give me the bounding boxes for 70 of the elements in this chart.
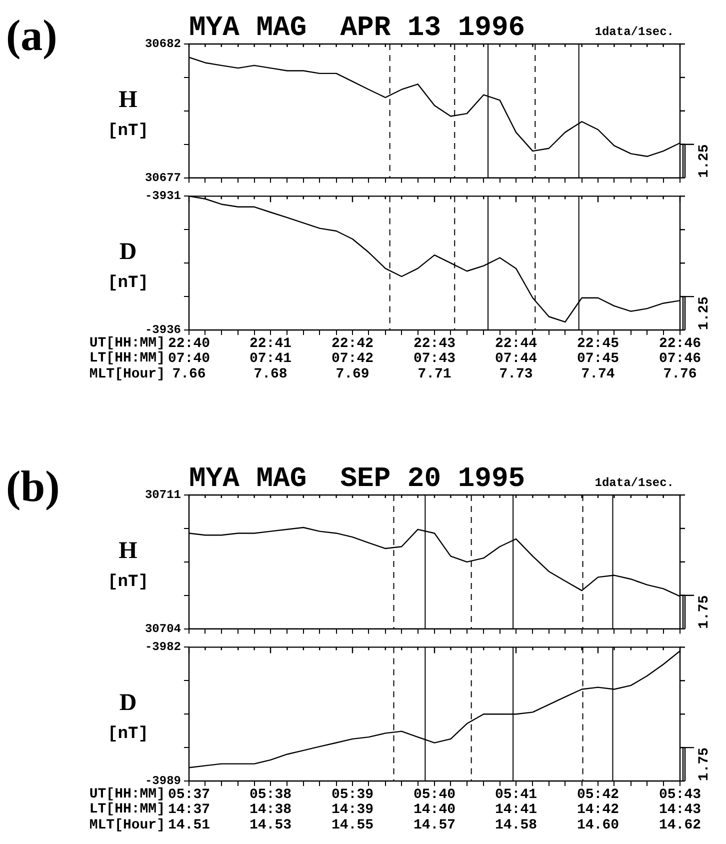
x-tick-label: 05:39 xyxy=(331,787,374,804)
text: (b) xyxy=(6,462,60,511)
text: 7.68 xyxy=(254,366,288,383)
x2-tick-label: 07:44 xyxy=(495,351,538,368)
chart-subtitle: 1data/1sec. xyxy=(594,25,674,39)
x2-tick-label: 14:37 xyxy=(168,802,210,818)
text: 14.62 xyxy=(658,818,702,834)
x2-tick-label: 14:39 xyxy=(331,802,374,818)
x2-tick-label: 07:46 xyxy=(658,351,702,368)
y-tick-label: 30682 xyxy=(144,37,181,52)
x-tick-label: 05:40 xyxy=(413,787,456,804)
x2-tick-label: 07:41 xyxy=(250,351,292,368)
x-axis-title: UT[HH:MM] xyxy=(89,786,165,803)
y-tick-label: -3931 xyxy=(144,189,181,204)
text: 7.69 xyxy=(336,366,370,383)
x-tick-label: 22:46 xyxy=(658,336,702,352)
chart-title: MYA MAG SEP 20 1995 xyxy=(189,464,526,495)
x2-tick-label: 07:43 xyxy=(413,351,456,368)
text: 14.51 xyxy=(168,818,210,834)
y-tick-label: 30704 xyxy=(144,622,181,636)
x-tick-label: 22:42 xyxy=(331,336,374,352)
y-tick-label: 30711 xyxy=(144,488,181,502)
x2-tick-label: 07:42 xyxy=(331,351,374,368)
x2-tick-label: 14:38 xyxy=(250,802,292,818)
x2-axis-title: LT[HH:MM] xyxy=(89,802,165,818)
text: 14.53 xyxy=(250,818,292,834)
y-axis-title: H [nT] xyxy=(108,538,148,592)
text: 14.60 xyxy=(576,818,620,834)
x-tick-label: 05:37 xyxy=(168,787,210,804)
y-tick-label: 30677 xyxy=(144,170,181,185)
x-tick-label: 22:41 xyxy=(250,336,292,352)
x-tick-label: 22:43 xyxy=(413,336,456,352)
x-tick-label: 22:44 xyxy=(495,336,538,352)
y-axis-title: H [nT] xyxy=(108,86,148,141)
text: (a) xyxy=(6,11,58,60)
x-tick-label: 05:38 xyxy=(250,787,292,804)
y-tick-label: -3989 xyxy=(144,774,181,788)
text: 1.25 xyxy=(696,144,713,178)
text: 14.58 xyxy=(495,818,538,834)
text: 7.74 xyxy=(581,366,615,383)
x-tick-label: 05:42 xyxy=(576,787,620,804)
x2-tick-label: 14:40 xyxy=(413,802,456,818)
y-axis-title: D [nT] xyxy=(108,239,148,294)
text: 7.76 xyxy=(663,366,697,383)
y-tick-label: -3982 xyxy=(144,640,181,654)
text: 14.55 xyxy=(331,818,374,834)
x-tick-label: 22:45 xyxy=(576,336,620,352)
x2-tick-label: 14:43 xyxy=(658,802,702,818)
x-axis-title: UT[HH:MM] xyxy=(89,336,165,352)
chart-title: MYA MAG APR 13 1996 xyxy=(189,13,526,44)
x2-tick-label: 14:41 xyxy=(495,802,538,818)
text: 7.73 xyxy=(499,366,533,383)
y-axis-title: D [nT] xyxy=(108,690,148,744)
x2-tick-label: 07:40 xyxy=(168,351,210,368)
text: 7.71 xyxy=(418,366,452,383)
text: 1.75 xyxy=(696,595,713,629)
x2-tick-label: 14:42 xyxy=(576,802,620,818)
chart-subtitle: 1data/1sec. xyxy=(594,476,674,490)
x-tick-label: 05:41 xyxy=(495,787,538,804)
text: MLT[Hour] xyxy=(89,818,165,834)
x-tick-label: 22:40 xyxy=(168,336,210,352)
x2-axis-title: LT[HH:MM] xyxy=(89,350,165,367)
y-tick-label: -3936 xyxy=(144,323,181,338)
x2-tick-label: 07:45 xyxy=(576,351,620,368)
text: 1.25 xyxy=(696,296,713,330)
x-tick-label: 05:43 xyxy=(658,787,702,804)
text: 7.66 xyxy=(172,366,206,383)
text: 14.57 xyxy=(413,818,456,834)
text: 1.75 xyxy=(696,747,713,782)
text: MLT[Hour] xyxy=(89,366,165,383)
